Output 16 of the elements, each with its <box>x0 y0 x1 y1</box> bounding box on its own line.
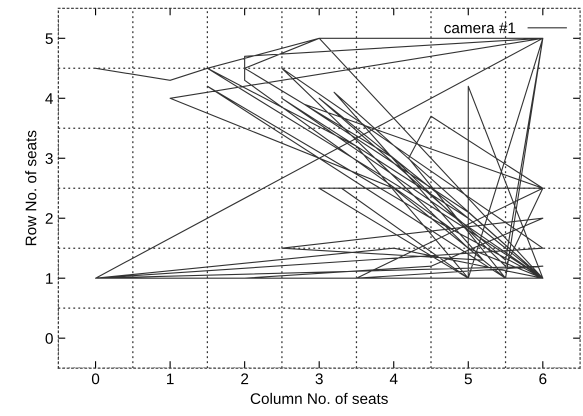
y-tick-label: 1 <box>46 273 53 284</box>
y-tick-label: 0 <box>46 333 53 344</box>
x-tick-label: 1 <box>167 374 174 384</box>
y-axis-title: Row No. of seats <box>25 130 36 246</box>
x-tick-label: 4 <box>390 374 398 384</box>
x-tick-label: 6 <box>539 373 546 384</box>
y-tick-label: 5 <box>46 33 53 44</box>
legend-label: camera #1 <box>444 22 516 34</box>
x-axis-title: Column No. of seats <box>250 392 388 404</box>
x-tick-label: 5 <box>464 374 472 384</box>
y-tick-label: 4 <box>45 93 53 104</box>
x-tick-label: 0 <box>92 373 100 384</box>
y-tick-label: 3 <box>46 153 53 164</box>
y-tick-label: 2 <box>46 213 53 224</box>
x-tick-label: 2 <box>241 373 248 384</box>
x-tick-label: 3 <box>316 373 323 384</box>
